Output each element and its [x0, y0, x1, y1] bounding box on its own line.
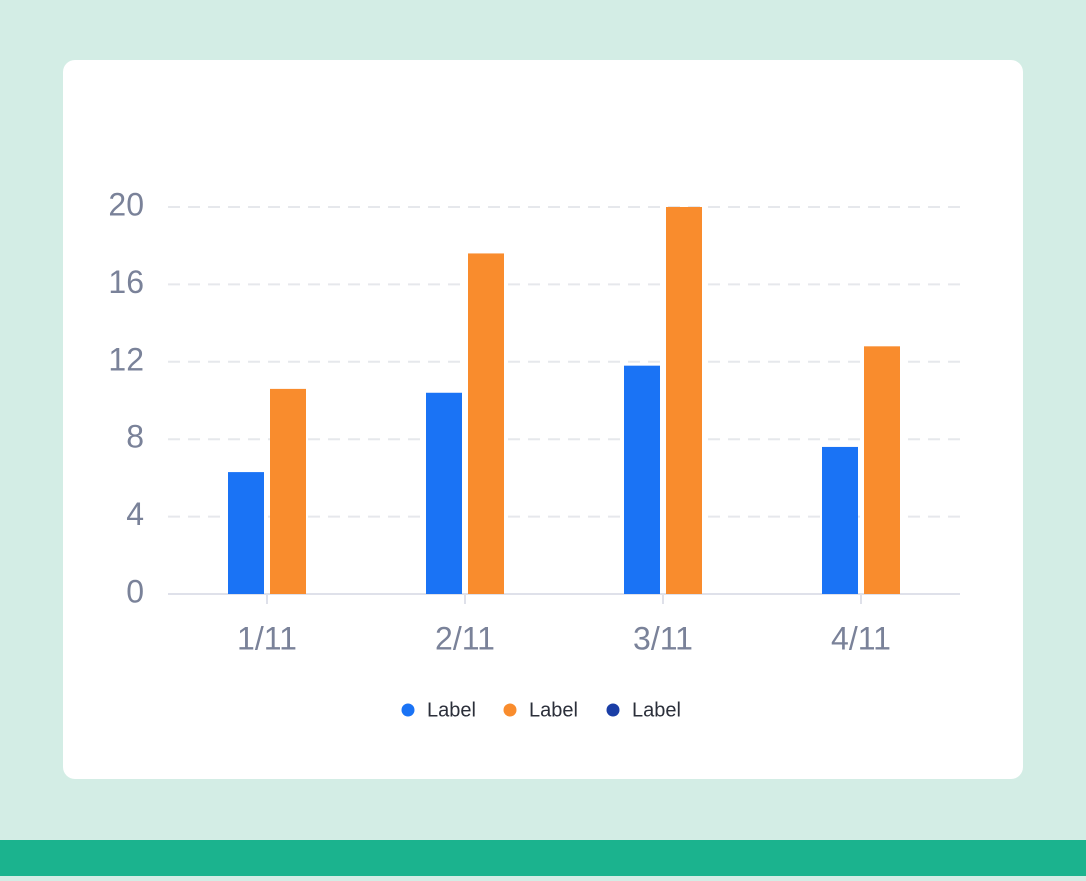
- bar: [666, 207, 702, 594]
- y-tick-label: 20: [108, 186, 144, 222]
- bar: [426, 392, 462, 594]
- y-tick-label: 8: [126, 419, 144, 455]
- bar: [624, 365, 660, 594]
- x-tick-label: 2/11: [435, 620, 495, 656]
- y-tick-label: 0: [126, 573, 144, 609]
- legend-label: Label: [529, 699, 578, 721]
- bar: [864, 346, 900, 594]
- y-tick-label: 12: [108, 341, 144, 377]
- bar: [468, 253, 504, 594]
- x-tick-label: 1/11: [237, 620, 297, 656]
- legend-label: Label: [632, 699, 681, 721]
- bar: [822, 446, 858, 594]
- footer-strip: [0, 840, 1086, 876]
- bar: [228, 472, 264, 594]
- legend-marker: [503, 703, 517, 717]
- legend-marker: [606, 703, 620, 717]
- legend-label: Label: [427, 699, 476, 721]
- y-tick-label: 4: [126, 496, 144, 532]
- x-tick-label: 4/11: [831, 620, 891, 656]
- bar: [270, 388, 306, 594]
- y-tick-label: 16: [108, 264, 144, 300]
- legend-marker: [401, 703, 415, 717]
- x-tick-label: 3/11: [633, 620, 693, 656]
- chart-card: [63, 60, 1023, 779]
